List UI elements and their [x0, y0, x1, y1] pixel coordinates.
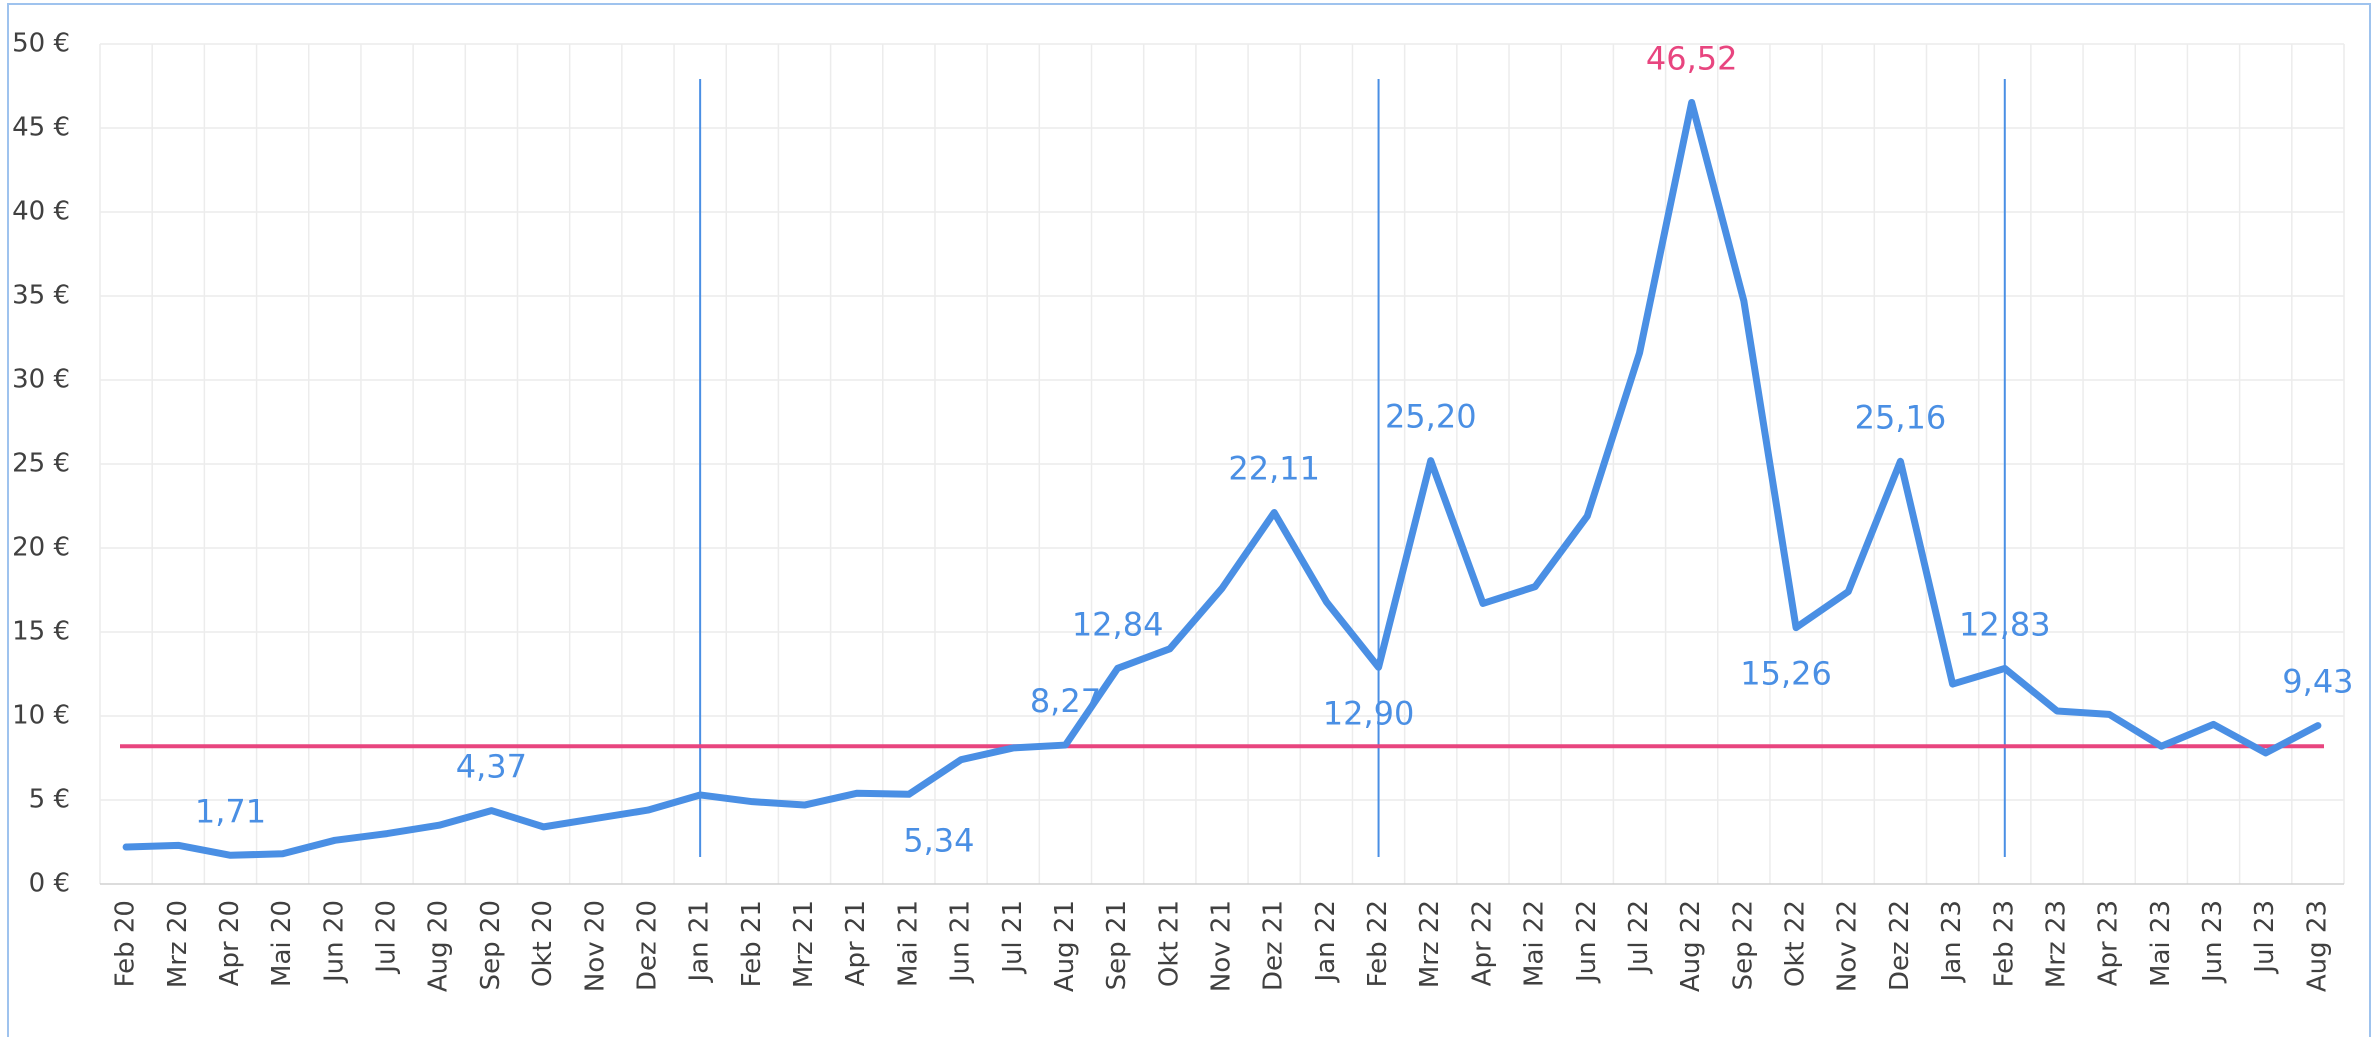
x-tick-label: Jun 21 [946, 900, 976, 984]
x-tick-label: Apr 20 [215, 900, 245, 986]
x-tick-label: Mrz 22 [1415, 900, 1445, 988]
x-tick-label: Aug 23 [2302, 900, 2332, 992]
x-tick-label: Mai 21 [893, 900, 923, 987]
x-tick-label: Dez 20 [632, 900, 662, 991]
x-tick-label: Feb 23 [1989, 900, 2019, 987]
data-label: 9,43 [2282, 663, 2353, 701]
x-tick-label: Mrz 23 [2041, 900, 2071, 988]
data-label: 15,26 [1740, 655, 1832, 693]
x-tick-label: Feb 20 [111, 900, 141, 987]
x-tick-label: Feb 22 [1363, 900, 1393, 987]
x-tick-label: Sep 20 [476, 900, 506, 990]
data-label: 8,27 [1030, 682, 1101, 720]
data-label: 12,83 [1959, 605, 2051, 643]
x-tick-label: Jan 21 [685, 900, 715, 983]
y-tick-label: 5 € [29, 785, 70, 815]
x-tick-label: Nov 21 [1207, 900, 1237, 992]
x-tick-label: Aug 21 [1050, 900, 1080, 992]
y-tick-label: 20 € [12, 533, 70, 563]
x-tick-label: Dez 21 [1259, 900, 1289, 991]
data-line [122, 98, 2322, 859]
x-tick-label: Jul 21 [998, 900, 1028, 975]
x-tick-label: Okt 22 [1781, 900, 1811, 987]
data-label: 1,71 [195, 792, 266, 830]
y-tick-label: 10 € [12, 701, 70, 731]
x-tick-label: Mai 20 [267, 900, 297, 987]
x-tick-label: Jun 22 [1572, 900, 1602, 984]
data-label: 25,16 [1855, 398, 1947, 436]
x-tick-label: Jan 22 [1311, 900, 1341, 983]
y-tick-label: 40 € [12, 197, 70, 227]
x-tick-label: Apr 23 [2094, 900, 2124, 986]
y-tick-label: 25 € [12, 449, 70, 479]
x-tick-label: Apr 21 [841, 900, 871, 986]
x-tick-label: Jan 23 [1937, 900, 1967, 983]
x-tick-label: Sep 21 [1102, 900, 1132, 990]
x-tick-label: Sep 22 [1728, 900, 1758, 990]
data-label: 46,52 [1646, 39, 1738, 77]
x-tick-label: Okt 20 [528, 900, 558, 987]
data-label: 12,84 [1072, 605, 1164, 643]
data-label: 5,34 [903, 821, 974, 859]
y-tick-label: 30 € [12, 365, 70, 395]
x-tick-label: Dez 22 [1885, 900, 1915, 991]
chart-frame [7, 3, 2371, 1037]
x-tick-label: Nov 22 [1833, 900, 1863, 992]
x-tick-label: Jun 23 [2198, 900, 2228, 984]
data-label: 4,37 [456, 748, 527, 786]
x-tick-label: Feb 21 [737, 900, 767, 987]
x-tick-label: Mrz 21 [789, 900, 819, 988]
data-label: 25,20 [1385, 398, 1477, 436]
data-label: 22,11 [1228, 450, 1320, 488]
x-tick-label: Nov 20 [580, 900, 610, 992]
x-tick-label: Jul 22 [1624, 900, 1654, 975]
x-tick-label: Jul 20 [372, 900, 402, 975]
y-tick-label: 50 € [12, 29, 70, 59]
x-tick-label: Mrz 20 [163, 900, 193, 988]
x-tick-label: Aug 22 [1676, 900, 1706, 992]
x-tick-label: Aug 20 [424, 900, 454, 992]
data-label: 12,90 [1323, 694, 1415, 732]
x-tick-label: Jun 20 [319, 900, 349, 984]
x-tick-label: Mai 22 [1520, 900, 1550, 987]
y-tick-label: 0 € [29, 869, 70, 899]
x-tick-label: Okt 21 [1154, 900, 1184, 987]
x-tick-label: Apr 22 [1467, 900, 1497, 986]
y-tick-label: 15 € [12, 617, 70, 647]
y-tick-label: 35 € [12, 281, 70, 311]
x-tick-label: Jul 23 [2250, 900, 2280, 975]
x-tick-label: Mai 23 [2146, 900, 2176, 987]
y-tick-label: 45 € [12, 113, 70, 143]
